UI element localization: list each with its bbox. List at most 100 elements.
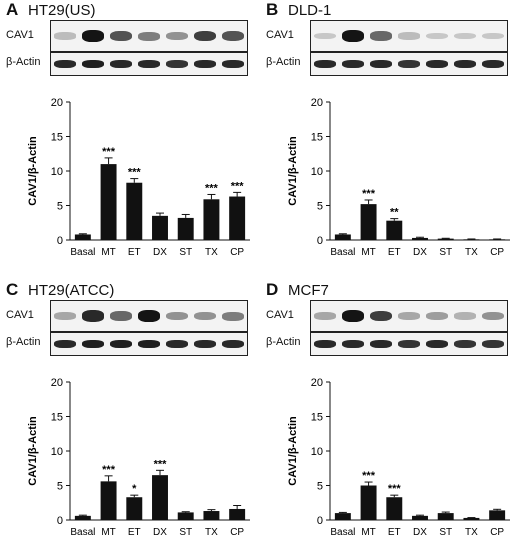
- y-axis-label: CAV1/β-Actin: [27, 136, 39, 206]
- blot-band: [314, 32, 336, 40]
- blot-band: [222, 30, 244, 42]
- y-tick-label: 20: [51, 377, 63, 389]
- panel-c: C HT29(ATCC) CAV1 β-Actin 0 5 10 15 20 CAV1/β-Act…: [0, 280, 260, 558]
- blot-label-cav1: CAV1: [6, 309, 34, 321]
- bar-dx: [412, 515, 428, 520]
- blot-image-actin: [310, 52, 508, 76]
- blot-image-cav1: [50, 300, 248, 332]
- bar-tx: [203, 511, 220, 520]
- cell-line-title: HT29(US): [28, 2, 96, 19]
- blot-band: [194, 311, 216, 321]
- x-tick-label: ST: [439, 247, 452, 258]
- bar-tx: [463, 239, 480, 241]
- significance-marker: ***: [231, 180, 245, 192]
- x-tick-label: MT: [101, 247, 115, 258]
- blot-band: [194, 340, 216, 348]
- x-tick-label: CP: [230, 527, 244, 538]
- blot-band: [370, 310, 392, 322]
- blot-band: [166, 60, 188, 68]
- y-axis-label: CAV1/β-Actin: [287, 416, 299, 486]
- blot-image-actin: [310, 332, 508, 356]
- blot-band: [314, 60, 336, 68]
- blot-band: [314, 312, 336, 320]
- x-tick-label: MT: [361, 247, 375, 258]
- x-tick-label: ET: [128, 247, 141, 258]
- blot-band: [426, 32, 448, 40]
- bar-tx: [203, 199, 220, 240]
- bar-mt: [100, 164, 117, 240]
- blot-image-cav1: [310, 300, 508, 332]
- panel-letter: C: [6, 280, 19, 299]
- blot-band: [342, 340, 364, 348]
- x-tick-label: DX: [413, 247, 427, 258]
- x-tick-label: Basal: [70, 527, 95, 538]
- x-tick-label: Basal: [330, 527, 355, 538]
- significance-marker: ***: [388, 483, 402, 495]
- significance-marker: ***: [102, 464, 116, 476]
- significance-marker: ***: [205, 182, 219, 194]
- bar-chart: 0 5 10 15 20 CAV1/β-Actin Basal *** MT *** ET DX ST T…: [287, 377, 510, 538]
- cell-line-title: DLD-1: [288, 2, 332, 19]
- x-tick-label: ET: [128, 527, 141, 538]
- blot-band: [314, 340, 336, 348]
- bar-chart: 0 5 10 15 20 CAV1/β-Actin Basal *** MT ** ET DX ST TX…: [287, 97, 510, 258]
- panel-letter: D: [266, 280, 279, 299]
- bar-et: [386, 497, 403, 520]
- x-tick-label: ET: [388, 527, 401, 538]
- blot-label-actin: β-Actin: [6, 56, 41, 68]
- x-tick-label: ST: [179, 527, 192, 538]
- blot-band: [54, 312, 76, 320]
- panel-d: D MCF7 CAV1 β-Actin 0 5 10 15 20 CAV1/β-Actin Basa…: [260, 280, 520, 558]
- bar-tx: [463, 517, 480, 520]
- blot-band: [482, 340, 504, 348]
- y-tick-label: 20: [311, 377, 323, 389]
- bar-basal: [334, 234, 351, 240]
- significance-marker: ***: [102, 146, 116, 158]
- y-tick-label: 10: [311, 166, 323, 178]
- cell-line-title: HT29(ATCC): [28, 282, 115, 299]
- bar-st: [177, 217, 194, 240]
- blot-band: [166, 31, 188, 41]
- x-tick-label: Basal: [70, 247, 95, 258]
- y-tick-label: 15: [311, 412, 323, 424]
- bar-et: [386, 220, 403, 240]
- blot-image-actin: [50, 52, 248, 76]
- significance-marker: ***: [362, 188, 376, 200]
- bar-st: [437, 513, 454, 520]
- blot-band: [166, 340, 188, 348]
- bar-st: [437, 238, 454, 240]
- y-tick-label: 10: [311, 446, 323, 458]
- x-tick-label: ST: [179, 247, 192, 258]
- blot-band: [110, 60, 132, 68]
- x-tick-label: TX: [205, 527, 218, 538]
- y-tick-label: 20: [311, 97, 323, 109]
- x-tick-label: MT: [361, 527, 375, 538]
- y-axis-label: CAV1/β-Actin: [27, 416, 39, 486]
- bar-cp: [229, 196, 246, 240]
- bar-basal: [74, 234, 91, 240]
- bar-basal: [74, 515, 91, 520]
- blot-band: [482, 32, 504, 40]
- panel-letter: B: [266, 0, 279, 19]
- bar-basal: [334, 513, 351, 520]
- blot-band: [482, 60, 504, 68]
- blot-band: [110, 30, 132, 42]
- blot-band: [138, 310, 160, 322]
- y-tick-label: 0: [317, 235, 323, 247]
- x-tick-label: DX: [153, 527, 167, 538]
- x-tick-label: CP: [490, 247, 504, 258]
- blot-band: [398, 340, 420, 348]
- y-tick-label: 15: [51, 412, 63, 424]
- blot-band: [398, 60, 420, 68]
- x-tick-label: ET: [388, 247, 401, 258]
- y-tick-label: 10: [51, 446, 63, 458]
- significance-marker: **: [390, 207, 399, 219]
- x-tick-label: TX: [205, 247, 218, 258]
- bar-mt: [360, 485, 377, 520]
- blot-band: [454, 340, 476, 348]
- y-tick-label: 0: [57, 235, 63, 247]
- y-tick-label: 5: [57, 481, 63, 493]
- blot-band: [54, 32, 76, 40]
- x-tick-label: ST: [439, 527, 452, 538]
- y-tick-label: 5: [57, 201, 63, 213]
